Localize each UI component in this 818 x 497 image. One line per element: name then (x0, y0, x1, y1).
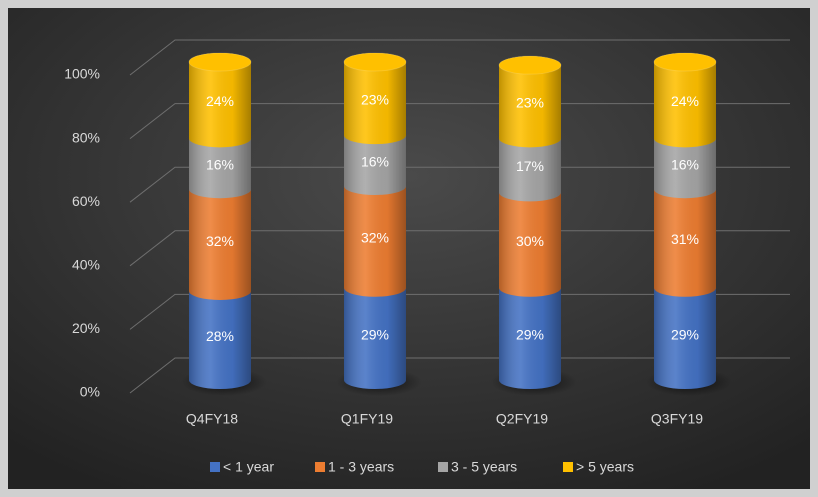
bar-shading (344, 278, 406, 389)
legend-label: < 1 year (223, 459, 274, 475)
x-tick-label: Q1FY19 (341, 411, 393, 427)
bar-shading (654, 53, 716, 148)
value-label: 30% (516, 233, 544, 249)
grid-line (129, 166, 790, 203)
value-label: 29% (361, 327, 389, 343)
value-label: 31% (671, 231, 699, 247)
y-tick-label: 80% (72, 129, 100, 145)
bar-top (498, 55, 562, 75)
legend-swatch (438, 462, 448, 472)
value-label: 32% (206, 233, 234, 249)
value-label: 24% (206, 93, 234, 109)
y-tick-label: 0% (80, 384, 100, 400)
bar-shading (499, 56, 561, 148)
legend-label: 3 - 5 years (451, 459, 517, 475)
legend-swatch (210, 462, 220, 472)
value-label: 17% (516, 158, 544, 174)
bar-shading (344, 177, 406, 297)
bar-shading (654, 180, 716, 297)
grid-line (129, 230, 790, 267)
bar-shading (189, 129, 251, 199)
value-label: 23% (516, 94, 544, 110)
value-label: 32% (361, 230, 389, 246)
bar-shading (344, 53, 406, 145)
bar-shading (344, 126, 406, 196)
legend-label: 1 - 3 years (328, 459, 394, 475)
value-label: 16% (206, 156, 234, 172)
bar-shading (189, 180, 251, 300)
bar-shading (189, 53, 251, 148)
value-label: 24% (671, 93, 699, 109)
legend-label: > 5 years (576, 459, 634, 475)
value-label: 29% (671, 327, 699, 343)
x-tick-label: Q4FY18 (186, 411, 238, 427)
y-tick-label: 20% (72, 320, 100, 336)
legend-swatch (315, 462, 325, 472)
bar-top (653, 52, 717, 72)
bar-shading (189, 281, 251, 389)
value-label: 16% (671, 156, 699, 172)
bar-top (343, 52, 407, 72)
y-tick-label: 40% (72, 257, 100, 273)
bar-shading (499, 183, 561, 297)
grid-line (129, 103, 790, 139)
bar-shading (654, 129, 716, 199)
value-label: 23% (361, 91, 389, 107)
value-label: 29% (516, 327, 544, 343)
bar-shading (654, 278, 716, 389)
value-label: 28% (206, 328, 234, 344)
grid-line (129, 293, 790, 330)
y-tick-label: 100% (64, 66, 100, 82)
bar-shading (499, 129, 561, 202)
grid-line (129, 357, 790, 394)
x-tick-label: Q2FY19 (496, 411, 548, 427)
x-tick-label: Q3FY19 (651, 411, 703, 427)
bar-top (188, 52, 252, 72)
grid-line (129, 39, 790, 76)
legend-swatch (563, 462, 573, 472)
bar-shading (499, 278, 561, 389)
y-tick-label: 60% (72, 193, 100, 209)
value-label: 16% (361, 153, 389, 169)
